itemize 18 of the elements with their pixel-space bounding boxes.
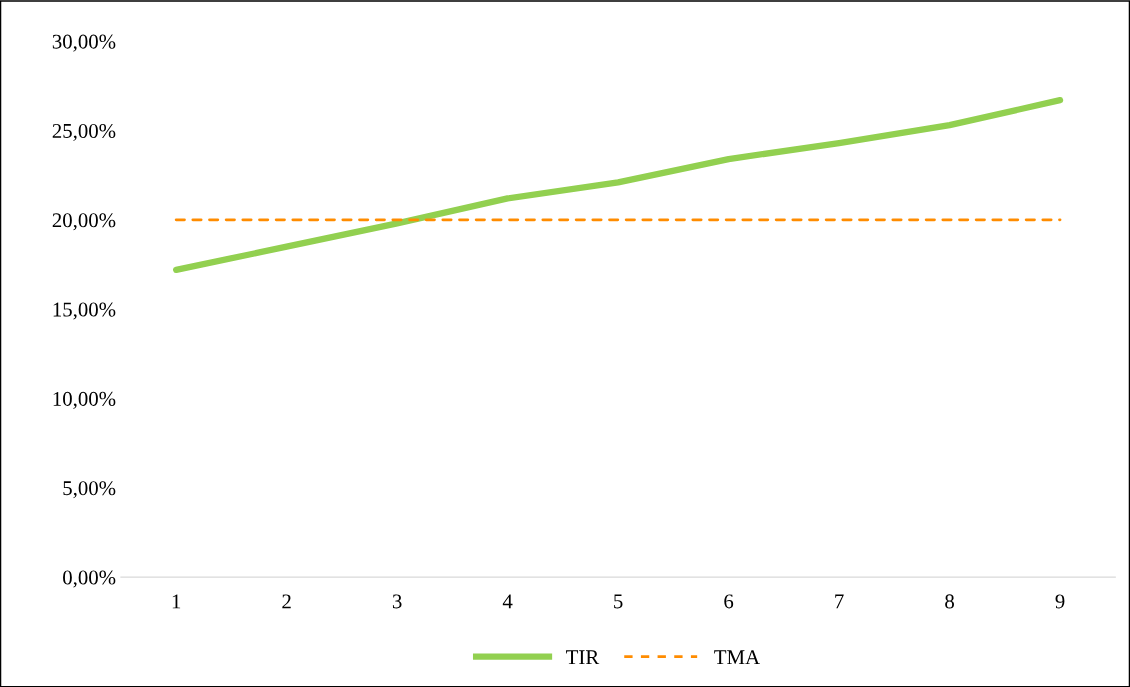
y-tick-label: 30,00% — [52, 34, 116, 52]
x-tick-label: 5 — [614, 594, 623, 609]
y-tick-label: 20,00% — [52, 213, 116, 231]
y-tick-label: 25,00% — [52, 123, 116, 141]
x-tick-label: 7 — [835, 594, 844, 609]
y-tick-label: 0,00% — [63, 570, 116, 588]
x-tick-label: 6 — [724, 594, 734, 609]
x-tick-label: 8 — [945, 594, 954, 609]
y-tick-label: 15,00% — [53, 302, 116, 320]
legend-label: TIR — [566, 650, 600, 664]
x-tick-label: 1 — [172, 594, 181, 609]
x-tick-label: 4 — [502, 594, 513, 609]
x-tick-label: 2 — [282, 594, 291, 609]
legend-label: TMA — [714, 650, 760, 664]
y-tick-label: 10,00% — [53, 391, 116, 409]
x-tick-label: 9 — [1055, 594, 1065, 609]
y-tick-label: 5,00% — [63, 481, 116, 499]
x-tick-label: 3 — [392, 594, 402, 609]
